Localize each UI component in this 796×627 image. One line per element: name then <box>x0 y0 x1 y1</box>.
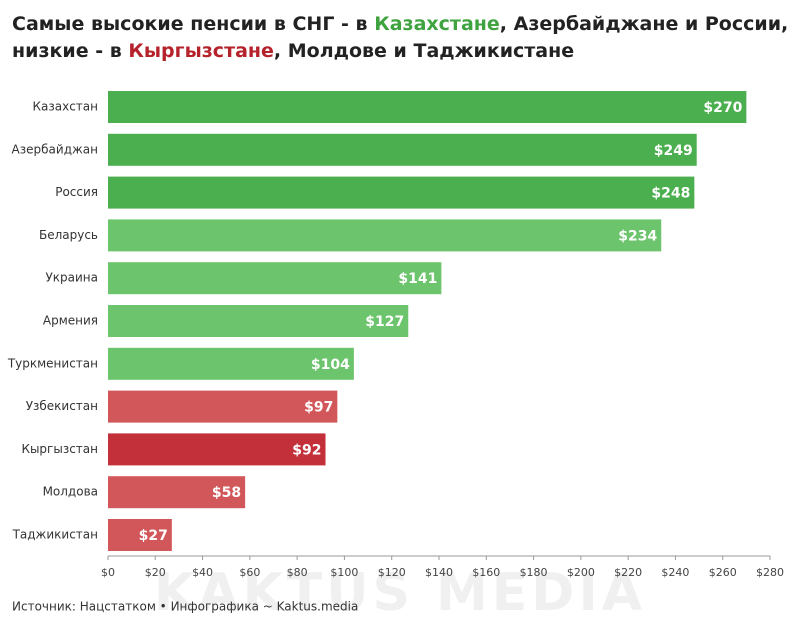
title-part: , Молдове и Таджикистане <box>274 40 574 62</box>
source: Источник: Нацстатком • Инфографика ~ Kak… <box>12 600 358 614</box>
title-part: низкие - в <box>12 40 128 62</box>
value-label: $104 <box>311 357 350 373</box>
title-part: Кыргызстане <box>128 40 274 62</box>
x-tick-label: $40 <box>192 566 213 579</box>
x-tick-label: $100 <box>330 566 358 579</box>
value-label: $249 <box>654 143 693 159</box>
y-tick-label: Армения <box>43 314 98 328</box>
y-tick-label: Молдова <box>43 485 98 499</box>
value-label: $92 <box>292 442 321 458</box>
bar <box>108 390 338 423</box>
x-tick-label: $140 <box>425 566 453 579</box>
x-tick-label: $20 <box>145 566 166 579</box>
title-part: Казахстане <box>374 13 500 35</box>
x-tick-label: $240 <box>661 566 689 579</box>
title-part: , Азербайджане и России, <box>500 13 788 35</box>
x-tick-label: $180 <box>520 566 548 579</box>
x-tick-label: $220 <box>614 566 642 579</box>
bar <box>108 219 662 252</box>
y-tick-label: Азербайджан <box>12 142 98 156</box>
x-tick-label: $280 <box>756 566 784 579</box>
y-tick-label: Кыргызстан <box>21 442 98 456</box>
value-label: $127 <box>365 314 404 330</box>
chart-title: низкие - в Кыргызстане, Молдове и Таджик… <box>12 40 574 62</box>
bar <box>108 433 326 466</box>
bar <box>108 133 697 166</box>
title-part: Самые высокие пенсии в СНГ - в <box>12 13 374 35</box>
y-tick-label: Россия <box>55 185 98 199</box>
bar <box>108 519 172 551</box>
y-tick-label: Казахстан <box>33 100 99 114</box>
value-label: $27 <box>139 528 168 544</box>
value-label: $97 <box>304 400 333 416</box>
value-label: $248 <box>651 186 690 202</box>
x-tick-label: $80 <box>287 566 308 579</box>
bar <box>108 262 442 295</box>
value-label: $141 <box>398 271 437 287</box>
value-label: $58 <box>212 485 241 501</box>
x-tick-label: $200 <box>567 566 595 579</box>
bar <box>108 347 354 380</box>
x-tick-label: $260 <box>709 566 737 579</box>
bar <box>108 476 246 509</box>
y-tick-label: Таджикистан <box>12 528 98 542</box>
x-tick-label: $120 <box>378 566 406 579</box>
value-label: $234 <box>618 228 657 244</box>
y-tick-label: Украина <box>45 271 98 285</box>
value-label: $270 <box>703 100 742 116</box>
y-tick-label: Туркменистан <box>7 356 98 370</box>
bar <box>108 176 695 209</box>
watermark: KAKTUS MEDIA <box>154 563 646 623</box>
x-tick-label: $60 <box>239 566 260 579</box>
x-tick-label: $160 <box>472 566 500 579</box>
bar <box>108 305 409 337</box>
x-tick-label: $0 <box>101 566 115 579</box>
bar <box>108 91 747 123</box>
y-tick-label: Беларусь <box>39 228 98 242</box>
y-tick-label: Узбекистан <box>26 399 98 413</box>
chart-title: Самые высокие пенсии в СНГ - в Казахстан… <box>12 13 788 35</box>
